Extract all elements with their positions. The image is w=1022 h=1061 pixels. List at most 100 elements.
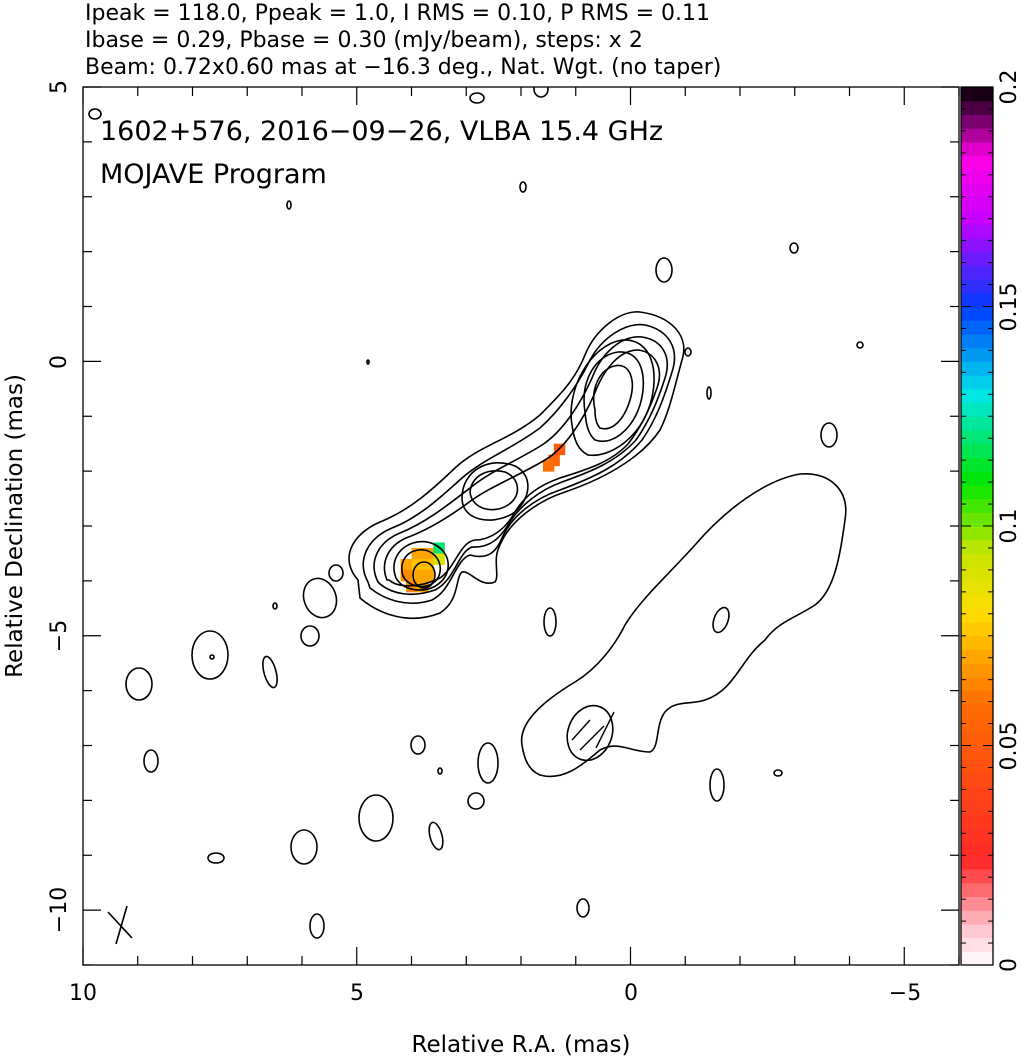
colorbar-band xyxy=(961,333,993,349)
colorbar-band xyxy=(961,553,993,568)
polarization-pixel xyxy=(400,558,412,571)
contour-blob xyxy=(300,625,320,647)
polarization-pixel xyxy=(542,460,555,472)
colorbar-band xyxy=(961,663,993,678)
polarization-pixel xyxy=(411,569,423,582)
colorbar-band xyxy=(961,526,993,541)
colorbar-band xyxy=(961,580,993,596)
colorbar-band xyxy=(961,402,993,417)
colorbar-band xyxy=(961,594,993,609)
colorbar-band xyxy=(961,951,993,966)
polarization-pixel xyxy=(406,580,418,593)
contour-knot-upper-2 xyxy=(583,351,645,443)
colorbar-band xyxy=(961,457,993,472)
contour-blob xyxy=(820,422,838,448)
colorbar-band xyxy=(961,608,993,623)
y-tick-label: 5 xyxy=(47,80,72,94)
colorbar-band xyxy=(961,87,993,102)
colorbar-band xyxy=(961,224,993,239)
y-tick-label: −5 xyxy=(47,620,72,652)
contour-blob xyxy=(191,630,229,680)
colorbar xyxy=(960,86,994,966)
contour-blob xyxy=(712,606,730,634)
colorbar-band xyxy=(961,279,993,294)
x-tick-label: 0 xyxy=(624,981,638,1006)
colorbar-band xyxy=(961,855,993,870)
colorbar-band xyxy=(961,841,993,856)
colorbar-band xyxy=(961,375,993,390)
header-line-2: Ibase = 0.29, Pbase = 0.30 (mJy/beam), s… xyxy=(85,28,643,53)
contour-blob xyxy=(125,667,153,701)
contour-blob xyxy=(519,181,527,193)
colorbar-band xyxy=(961,704,993,719)
x-tick-label: −5 xyxy=(889,981,921,1006)
colorbar-band xyxy=(961,814,993,829)
colorbar-band xyxy=(961,718,993,733)
colorbar-band xyxy=(961,183,993,198)
colorbar-band xyxy=(961,512,993,527)
colorbar-band xyxy=(961,786,993,801)
contour-blob xyxy=(286,200,292,210)
colorbar-tick-label: 0.05 xyxy=(997,722,1022,771)
contour-2 xyxy=(362,323,676,604)
colorbar-band xyxy=(961,128,993,143)
contour-outer xyxy=(348,311,685,620)
colorbar-band xyxy=(961,471,993,486)
x-tick-label: 5 xyxy=(350,981,364,1006)
contour-blob xyxy=(262,655,278,689)
contour-knot-upper xyxy=(593,364,634,430)
colorbar-band xyxy=(961,759,993,774)
contour-blob xyxy=(437,767,443,775)
y-tick-label: 0 xyxy=(47,355,72,369)
contour-blob xyxy=(272,602,278,610)
plot-frame xyxy=(82,86,960,966)
contour-blob xyxy=(684,347,692,357)
colorbar-band xyxy=(961,388,993,404)
colorbar-band xyxy=(961,361,993,376)
colorbar-band xyxy=(961,498,993,513)
contour-blob xyxy=(576,898,590,918)
contour-core xyxy=(412,561,436,589)
colorbar-tick-label: 0 xyxy=(997,958,1022,972)
colorbar-band xyxy=(961,141,993,157)
colorbar-band xyxy=(961,827,993,843)
contour-blob xyxy=(477,742,499,784)
contour-extended-lobe xyxy=(520,473,847,778)
colorbar-band xyxy=(961,731,993,747)
polarization-pixel xyxy=(422,558,434,571)
contour-blob xyxy=(428,821,444,851)
colorbar-band xyxy=(961,868,993,884)
evpa-stick xyxy=(571,719,591,741)
colorbar-band xyxy=(961,320,993,335)
colorbar-band xyxy=(961,882,993,898)
evpa-stick xyxy=(579,725,605,751)
contour-blob xyxy=(366,359,370,365)
contour-blob xyxy=(773,769,783,777)
contour-6 xyxy=(401,549,442,588)
colorbar-band xyxy=(961,416,993,431)
map-title-line-1: 1602+576, 2016−09−26, VLBA 15.4 GHz xyxy=(100,116,663,147)
contour-blob xyxy=(358,794,394,842)
polarization-pixel xyxy=(433,553,445,565)
x-axis-label: Relative R.A. (mas) xyxy=(412,1032,631,1058)
colorbar-band xyxy=(961,265,993,280)
colorbar-band xyxy=(961,100,993,116)
evpa-stick xyxy=(595,711,615,749)
colorbar-band xyxy=(961,169,993,184)
colorbar-band xyxy=(961,649,993,664)
colorbar-band xyxy=(961,155,993,170)
contour-blob xyxy=(290,829,318,865)
colorbar-band xyxy=(961,937,993,952)
contour-blob xyxy=(88,108,102,120)
colorbar-band xyxy=(961,196,993,212)
contour-lobe-knot xyxy=(566,704,614,762)
intensity-contours xyxy=(88,87,864,939)
contour-blob xyxy=(543,607,557,637)
contour-blob xyxy=(789,242,799,254)
polarization-pixel xyxy=(422,569,434,582)
beam-symbol xyxy=(107,905,133,945)
contour-blob xyxy=(143,749,159,773)
contour-blob xyxy=(533,87,549,98)
colorbar-tick-label: 0.1 xyxy=(997,509,1022,544)
